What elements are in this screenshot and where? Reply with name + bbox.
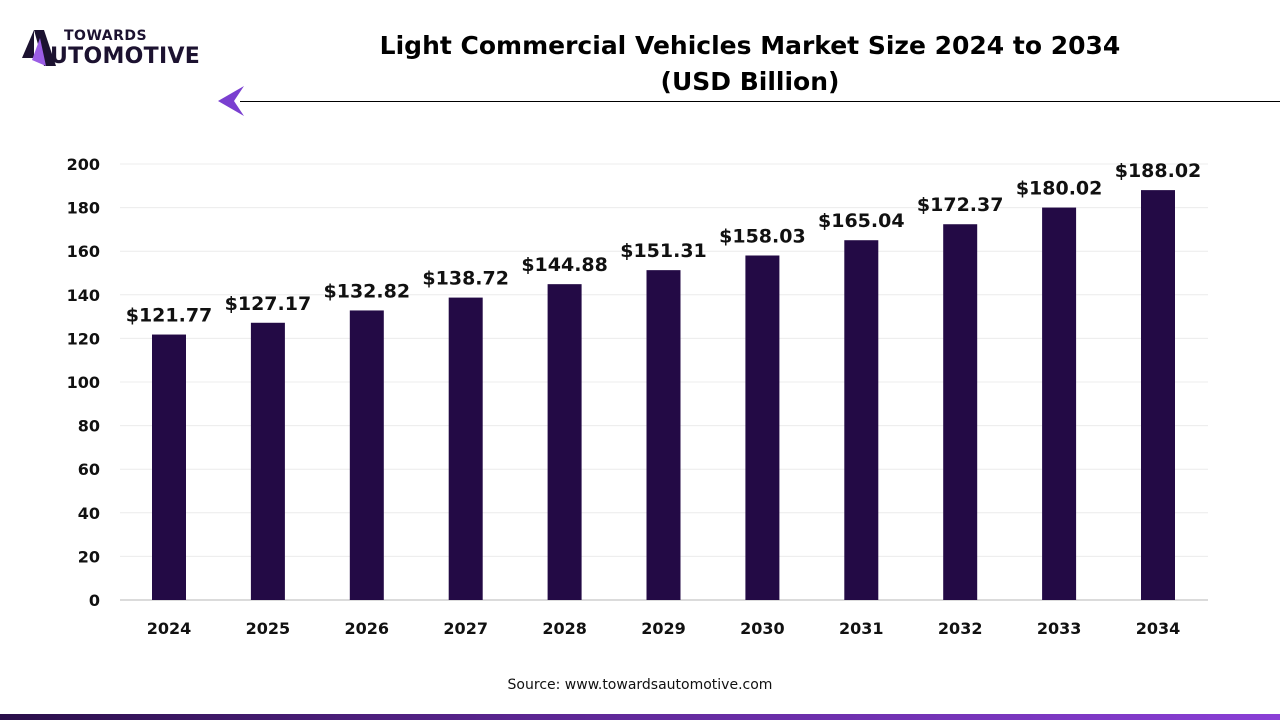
y-tick-label: 160: [67, 242, 100, 261]
data-label: $132.82: [324, 280, 411, 302]
y-tick-label: 140: [67, 286, 100, 305]
bar: [745, 255, 780, 600]
logo-mark-icon: [22, 30, 56, 66]
data-label: $188.02: [1115, 160, 1202, 182]
x-tick-label: 2030: [740, 619, 785, 638]
bar: [448, 297, 483, 600]
y-tick-label: 40: [78, 504, 100, 523]
x-tick-label: 2026: [345, 619, 390, 638]
logo-text-bottom: UTOMOTIVE: [50, 44, 201, 69]
y-tick-label: 20: [78, 547, 100, 566]
subtitle-line: (USD Billion): [660, 67, 840, 96]
y-tick-label: 120: [67, 329, 100, 348]
data-label: $127.17: [225, 293, 312, 315]
bottom-gradient-bar: [0, 714, 1280, 720]
data-label: $138.72: [422, 268, 509, 290]
y-tick-label: 0: [89, 591, 100, 610]
bar: [1042, 207, 1077, 600]
data-label: $144.88: [521, 254, 608, 276]
source-note: Source: www.towardsautomotive.com: [507, 677, 773, 693]
data-label: $172.37: [917, 194, 1004, 216]
bar: [844, 240, 879, 600]
bar: [646, 270, 681, 600]
bar: [547, 284, 582, 600]
data-label: $121.77: [126, 305, 213, 327]
title-rule: [240, 101, 1280, 102]
bar: [152, 334, 186, 600]
x-tick-label: 2032: [938, 619, 983, 638]
data-label: $180.02: [1016, 178, 1103, 200]
x-tick-label: 2031: [839, 619, 884, 638]
bar: [943, 224, 978, 600]
bar: [349, 310, 384, 600]
x-tick-label: 2028: [542, 619, 587, 638]
y-tick-label: 200: [67, 155, 100, 174]
arrow-icon: [218, 86, 244, 116]
y-tick-label: 100: [67, 373, 100, 392]
logo-text-top: TOWARDS: [64, 28, 148, 44]
x-tick-label: 2029: [641, 619, 686, 638]
title-line: Light Commercial Vehicles Market Size 20…: [379, 31, 1121, 60]
x-tick-label: 2033: [1037, 619, 1082, 638]
y-tick-label: 180: [67, 199, 100, 218]
bar: [1141, 190, 1175, 600]
y-tick-label: 80: [78, 417, 100, 436]
bar: [250, 322, 285, 600]
data-label: $165.04: [818, 210, 905, 232]
y-tick-label: 60: [78, 460, 100, 479]
x-tick-label: 2034: [1136, 619, 1181, 638]
x-tick-label: 2024: [147, 619, 192, 638]
x-tick-label: 2025: [246, 619, 291, 638]
data-label: $158.03: [719, 225, 806, 247]
data-label: $151.31: [620, 240, 707, 262]
x-tick-label: 2027: [443, 619, 488, 638]
chart-title: Light Commercial Vehicles Market Size 20…: [340, 28, 1160, 100]
